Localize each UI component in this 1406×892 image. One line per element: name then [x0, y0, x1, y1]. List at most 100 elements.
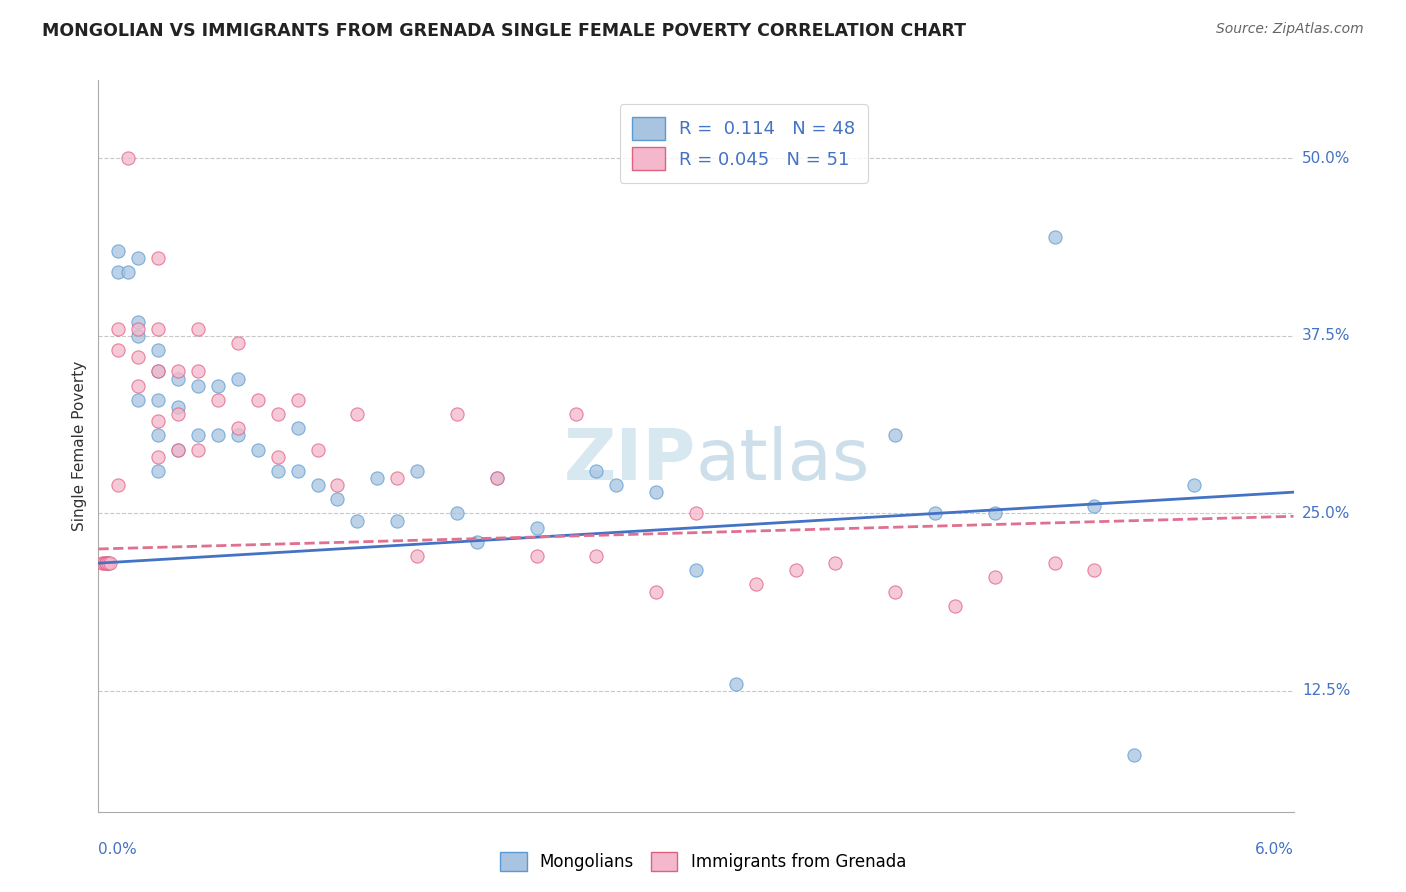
Point	[785, 563, 807, 577]
Point	[167, 407, 190, 421]
Point	[884, 584, 907, 599]
Text: 50.0%: 50.0%	[1302, 151, 1350, 166]
Point	[307, 442, 329, 457]
Point	[465, 534, 488, 549]
Point	[127, 329, 149, 343]
Point	[93, 556, 115, 570]
Point	[526, 521, 548, 535]
Point	[107, 343, 129, 358]
Point	[167, 364, 190, 378]
Point	[307, 478, 329, 492]
Y-axis label: Single Female Poverty: Single Female Poverty	[72, 361, 87, 531]
Point	[226, 428, 249, 442]
Point	[1123, 747, 1146, 762]
Text: 12.5%: 12.5%	[1302, 683, 1350, 698]
Point	[127, 251, 149, 265]
Point	[226, 421, 249, 435]
Point	[585, 464, 607, 478]
Point	[127, 322, 149, 336]
Text: ZIP: ZIP	[564, 426, 696, 495]
Point	[148, 450, 170, 464]
Point	[167, 442, 190, 457]
Point	[485, 471, 508, 485]
Point	[943, 599, 966, 613]
Text: atlas: atlas	[696, 426, 870, 495]
Text: Source: ZipAtlas.com: Source: ZipAtlas.com	[1216, 22, 1364, 37]
Point	[167, 442, 190, 457]
Point	[406, 464, 429, 478]
Point	[287, 464, 309, 478]
Point	[98, 556, 122, 570]
Point	[148, 392, 170, 407]
Point	[287, 421, 309, 435]
Text: 6.0%: 6.0%	[1254, 842, 1294, 857]
Point	[107, 265, 129, 279]
Point	[1182, 478, 1205, 492]
Point	[246, 442, 269, 457]
Point	[1043, 556, 1066, 570]
Point	[645, 584, 668, 599]
Point	[605, 478, 627, 492]
Text: 25.0%: 25.0%	[1302, 506, 1350, 521]
Point	[924, 507, 946, 521]
Point	[148, 364, 170, 378]
Point	[148, 251, 170, 265]
Point	[97, 556, 120, 570]
Point	[96, 556, 118, 570]
Point	[167, 371, 190, 385]
Point	[565, 407, 588, 421]
Point	[1083, 500, 1105, 514]
Point	[148, 364, 170, 378]
Point	[824, 556, 846, 570]
Point	[207, 378, 229, 392]
Point	[96, 556, 118, 570]
Point	[485, 471, 508, 485]
Point	[107, 478, 129, 492]
Point	[326, 492, 349, 507]
Point	[984, 570, 1007, 584]
Point	[148, 343, 170, 358]
Point	[97, 556, 120, 570]
Text: 0.0%: 0.0%	[98, 842, 138, 857]
Point	[287, 392, 309, 407]
Point	[745, 577, 768, 591]
Legend: Mongolians, Immigrants from Grenada: Mongolians, Immigrants from Grenada	[492, 843, 914, 880]
Point	[91, 556, 114, 570]
Point	[127, 350, 149, 364]
Point	[148, 464, 170, 478]
Point	[346, 514, 368, 528]
Point	[107, 244, 129, 258]
Point	[117, 265, 139, 279]
Point	[685, 563, 707, 577]
Point	[326, 478, 349, 492]
Point	[226, 336, 249, 351]
Text: MONGOLIAN VS IMMIGRANTS FROM GRENADA SINGLE FEMALE POVERTY CORRELATION CHART: MONGOLIAN VS IMMIGRANTS FROM GRENADA SIN…	[42, 22, 966, 40]
Point	[406, 549, 429, 563]
Point	[585, 549, 607, 563]
Point	[187, 322, 209, 336]
Point	[187, 378, 209, 392]
Point	[1083, 563, 1105, 577]
Point	[685, 507, 707, 521]
Point	[446, 507, 468, 521]
Point	[246, 392, 269, 407]
Point	[117, 152, 139, 166]
Point	[267, 450, 290, 464]
Point	[1043, 229, 1066, 244]
Point	[526, 549, 548, 563]
Point	[984, 507, 1007, 521]
Point	[385, 514, 409, 528]
Point	[207, 392, 229, 407]
Point	[187, 364, 209, 378]
Point	[346, 407, 368, 421]
Point	[127, 378, 149, 392]
Point	[167, 400, 190, 414]
Point	[267, 464, 290, 478]
Point	[187, 428, 209, 442]
Point	[267, 407, 290, 421]
Point	[148, 414, 170, 428]
Point	[148, 322, 170, 336]
Point	[127, 315, 149, 329]
Point	[207, 428, 229, 442]
Legend: R =  0.114   N = 48, R = 0.045   N = 51: R = 0.114 N = 48, R = 0.045 N = 51	[620, 104, 868, 183]
